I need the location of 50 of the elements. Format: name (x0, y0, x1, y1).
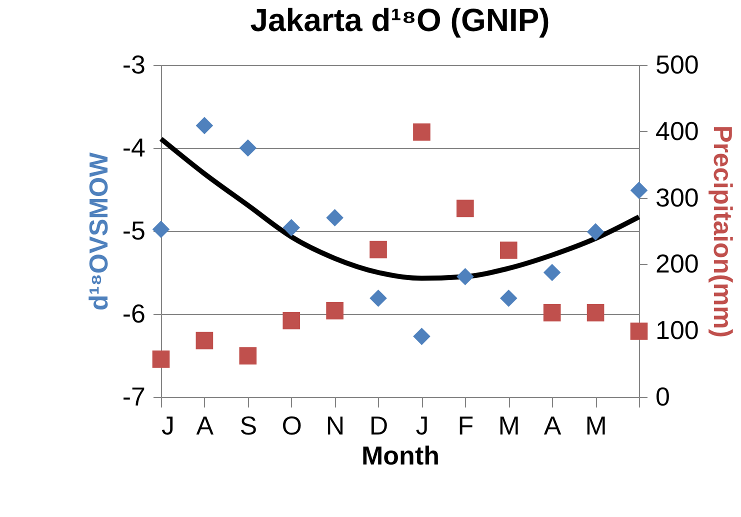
point (630, 322, 648, 340)
x-tick-label: J (416, 410, 429, 440)
point (370, 240, 387, 258)
x-tick-label: A (196, 410, 214, 440)
y2-tick-label: 500 (656, 50, 699, 80)
y-tick-label: -6 (122, 298, 146, 328)
x-tick-label: N (326, 410, 345, 440)
x-tick-label: A (544, 410, 562, 440)
point (282, 312, 300, 330)
chart-title: Jakarta d¹⁸O (GNIP) (250, 2, 550, 38)
point (326, 209, 344, 226)
point (196, 116, 214, 134)
y-tick-label: -5 (122, 216, 146, 246)
point (239, 139, 257, 157)
point (152, 350, 170, 368)
y-axis-title: d¹⁸OVSMOW (83, 152, 114, 311)
point (326, 302, 344, 320)
y2-tick-label: 200 (656, 248, 699, 279)
x-tick-label: F (458, 410, 474, 440)
x-tick-label: M (585, 410, 607, 440)
y2-axis-title: Precipitaion(mm) (708, 125, 738, 338)
y-tick-label: -7 (122, 382, 146, 412)
point (413, 328, 430, 346)
point (282, 219, 300, 236)
point (586, 223, 604, 240)
point (543, 304, 561, 322)
point (586, 304, 604, 322)
point (370, 290, 387, 307)
point (152, 220, 170, 238)
point (413, 123, 430, 141)
point (239, 347, 257, 364)
y2-tick-label: 400 (656, 116, 699, 146)
y2-tick-label: 0 (656, 382, 670, 412)
y2-tick-label: 300 (656, 182, 699, 212)
x-tick-label: O (282, 410, 302, 440)
y-tick-label: -4 (122, 132, 146, 162)
x-tick-label: M (498, 410, 520, 440)
point (630, 182, 648, 199)
point (456, 268, 474, 286)
x-tick-label: S (240, 410, 258, 440)
x-axis-title: Month (362, 440, 440, 470)
x-tick-label: J (162, 410, 174, 440)
point (543, 264, 561, 282)
point (500, 242, 518, 259)
point (500, 290, 518, 307)
y-tick-label: -3 (122, 50, 146, 80)
x-tick-label: D (369, 410, 388, 440)
y2-tick-label: 100 (656, 315, 699, 346)
point (196, 332, 214, 350)
point (456, 200, 474, 218)
